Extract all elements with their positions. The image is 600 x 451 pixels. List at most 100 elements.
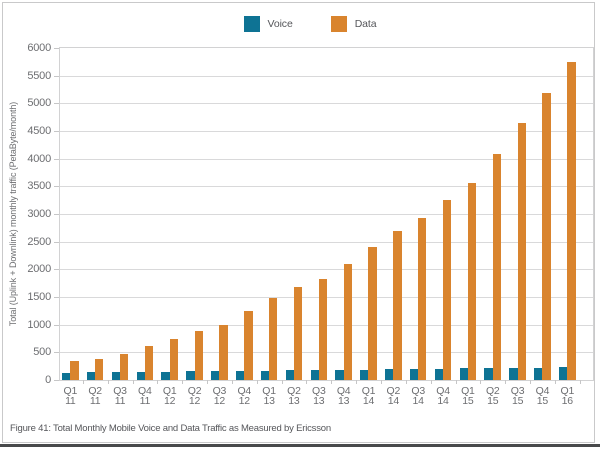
bar-voice-q2-14	[385, 369, 394, 380]
x-tick-mark-20	[554, 380, 556, 384]
bar-group-q3-15	[509, 122, 526, 380]
x-tick-mark-8	[256, 380, 258, 384]
x-tick-label-q2-15: Q2 15	[485, 385, 500, 407]
chart-legend: Voice Data	[10, 16, 600, 32]
bar-group-q1-11	[62, 361, 79, 380]
bar-voice-q1-12	[161, 371, 170, 380]
x-tick-mark-3	[132, 380, 134, 384]
y-tick-mark-1500	[54, 297, 59, 298]
legend-item-voice: Voice	[243, 16, 293, 32]
bar-data-q1-12	[169, 338, 178, 380]
bar-voice-q2-15	[484, 368, 493, 380]
bar-group-q3-14	[409, 217, 427, 380]
legend-item-data: Data	[330, 16, 377, 32]
bar-voice-q4-15	[534, 367, 543, 380]
bar-data-q2-15	[492, 154, 502, 380]
bar-group-q1-15	[459, 183, 477, 380]
x-tick-label-q1-14: Q1 14	[361, 385, 376, 407]
gridline-2500	[60, 241, 593, 243]
bar-voice-q4-14	[434, 368, 444, 380]
x-tick-mark-1	[82, 380, 84, 384]
bar-data-q4-13	[343, 263, 352, 380]
bar-group-q1-14	[360, 247, 377, 380]
x-tick-label-q1-11: Q1 11	[63, 385, 78, 407]
bar-data-q3-13	[318, 279, 328, 380]
x-tick-mark-21	[579, 380, 581, 384]
bar-data-q1-13	[269, 298, 278, 380]
y-tick-label-5000: 5000	[27, 97, 51, 110]
bar-voice-q2-13	[285, 370, 294, 380]
x-tick-mark-19	[530, 380, 532, 384]
y-tick-label-1500: 1500	[27, 291, 51, 303]
x-tick-label-q3-14: Q3 14	[411, 385, 425, 407]
y-tick-label-2500: 2500	[27, 235, 51, 248]
bar-data-q3-15	[517, 122, 526, 380]
gridline-5500	[60, 75, 593, 77]
x-tick-label-q2-14: Q2 14	[386, 385, 401, 407]
x-tick-mark-4	[157, 380, 159, 384]
gridline-2000	[60, 269, 593, 271]
bar-group-q3-12	[211, 324, 228, 380]
bar-voice-q1-15	[459, 368, 468, 380]
figure-caption: Figure 41: Total Monthly Mobile Voice an…	[10, 423, 331, 434]
y-tick-mark-0	[54, 380, 59, 381]
x-tick-label-q4-11: Q4 11	[138, 385, 152, 407]
x-tick-label-q1-13: Q1 13	[262, 385, 276, 407]
bar-group-q2-12	[186, 331, 203, 380]
bar-group-q2-13	[285, 286, 303, 380]
bar-data-q2-12	[194, 331, 203, 380]
x-tick-mark-5	[182, 380, 184, 384]
bar-data-q2-13	[293, 286, 303, 380]
y-tick-mark-5000	[54, 103, 59, 105]
bar-group-q1-16	[559, 61, 576, 380]
legend-label-data: Data	[354, 18, 377, 30]
bar-voice-q3-12	[211, 371, 220, 380]
x-tick-mark-7	[231, 380, 233, 384]
bar-data-q1-11	[70, 361, 79, 380]
y-tick-label-5500: 5500	[27, 69, 51, 82]
bar-voice-q1-16	[559, 367, 568, 380]
x-tick-label-q1-12: Q1 12	[162, 385, 177, 407]
bar-data-q4-11	[144, 345, 154, 380]
y-tick-mark-2500	[54, 241, 59, 243]
x-tick-mark-9	[281, 380, 283, 384]
bar-group-q4-13	[335, 263, 352, 380]
gridline-4000	[60, 158, 593, 160]
y-tick-label-4000: 4000	[27, 152, 51, 165]
gridline-5000	[60, 103, 593, 105]
x-tick-label-q3-15: Q3 15	[510, 385, 525, 407]
bar-group-q1-13	[260, 298, 278, 380]
bar-data-q4-14	[443, 200, 452, 380]
y-tick-label-1000: 1000	[27, 318, 51, 331]
bar-group-q4-12	[235, 310, 253, 380]
y-tick-mark-4500	[54, 131, 59, 132]
y-tick-label-3500: 3500	[27, 180, 51, 193]
bar-group-q3-11	[111, 354, 129, 380]
plot-area: Total (Uplink + Downlink) monthly traffi…	[8, 42, 594, 406]
y-tick-label-0: 0	[45, 374, 51, 386]
y-tick-label-3000: 3000	[27, 208, 51, 220]
bar-data-q3-12	[219, 324, 228, 380]
x-tick-mark-6	[207, 380, 209, 384]
bar-voice-q3-13	[310, 370, 319, 380]
bar-group-q4-14	[434, 200, 452, 380]
x-tick-label-q3-13: Q3 13	[311, 385, 326, 407]
y-tick-label-2000: 2000	[27, 263, 51, 276]
bar-data-q3-11	[119, 354, 129, 380]
bar-data-q2-14	[393, 230, 402, 380]
x-tick-mark-17	[480, 380, 482, 384]
bar-data-q4-15	[542, 93, 551, 380]
bar-voice-q2-12	[186, 371, 195, 380]
bar-voice-q4-11	[136, 371, 145, 380]
bar-group-q2-15	[484, 154, 502, 380]
gridline-3000	[60, 214, 593, 215]
x-tick-mark-10	[306, 380, 308, 384]
y-tick-mark-2000	[54, 269, 59, 271]
bar-voice-q1-13	[260, 370, 270, 380]
bar-data-q1-15	[467, 183, 477, 380]
y-tick-mark-3500	[54, 186, 59, 188]
x-tick-label-q3-11: Q3 11	[113, 385, 127, 407]
x-tick-mark-12	[356, 380, 358, 384]
x-tick-mark-18	[505, 380, 507, 384]
legend-label-voice: Voice	[267, 18, 293, 30]
